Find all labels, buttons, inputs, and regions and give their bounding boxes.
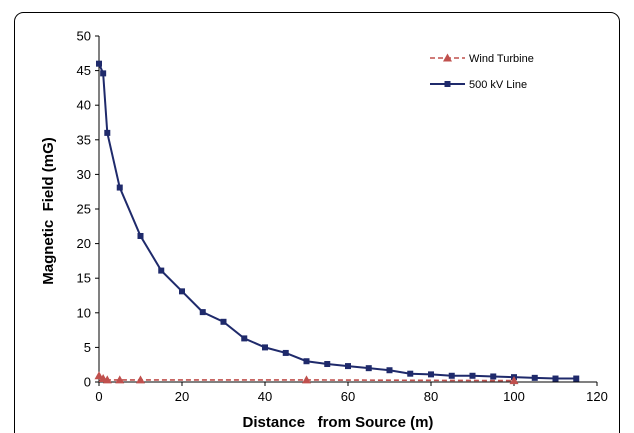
data-point-500-kv-line <box>241 335 248 342</box>
data-point-500-kv-line <box>324 361 331 368</box>
chart-frame <box>14 12 620 433</box>
data-point-500-kv-line <box>100 70 107 77</box>
data-point-500-kv-line <box>199 309 206 316</box>
data-point-500-kv-line <box>303 358 310 365</box>
data-point-wind-turbine <box>302 375 311 384</box>
data-point-500-kv-line <box>469 372 476 379</box>
y-tick-label: 35 <box>77 132 91 147</box>
data-point-wind-turbine <box>94 371 104 380</box>
data-point-500-kv-line <box>365 365 372 372</box>
legend-label: Wind Turbine <box>469 53 534 65</box>
y-tick-label: 10 <box>77 305 91 320</box>
x-tick-label: 100 <box>503 389 525 404</box>
y-tick-label: 50 <box>77 29 91 44</box>
y-tick-label: 40 <box>77 98 91 113</box>
data-point-wind-turbine <box>509 376 519 385</box>
x-tick-label: 0 <box>95 389 102 404</box>
data-point-500-kv-line <box>573 375 580 382</box>
legend-marker <box>443 53 452 62</box>
y-tick-label: 30 <box>77 167 91 182</box>
data-point-500-kv-line <box>96 60 102 67</box>
legend: Wind Turbine 500 kV Line <box>430 53 534 91</box>
data-point-500-kv-line <box>552 375 559 382</box>
data-point-500-kv-line <box>220 318 227 325</box>
data-point-500-kv-line <box>116 184 123 191</box>
x-tick-label: 80 <box>424 389 438 404</box>
data-point-500-kv-line <box>137 232 144 239</box>
data-point-500-kv-line <box>407 370 414 377</box>
legend-marker <box>444 81 451 87</box>
data-point-500-kv-line <box>448 372 455 379</box>
y-axis-title: Magnetic Field (mG) <box>40 137 57 285</box>
data-point-wind-turbine <box>102 375 112 384</box>
x-tick-label: 40 <box>258 389 272 404</box>
data-point-500-kv-line <box>531 374 538 381</box>
x-axis-title: Distance from Source (m) <box>243 414 434 431</box>
x-tick-label: 120 <box>586 389 608 404</box>
data-point-500-kv-line <box>490 373 497 380</box>
data-point-500-kv-line <box>282 349 289 356</box>
data-point-wind-turbine <box>115 375 125 384</box>
y-tick-label: 25 <box>77 202 91 217</box>
data-point-500-kv-line <box>428 371 434 378</box>
series-line-500-kv-line <box>98 63 577 380</box>
data-point-wind-turbine <box>136 375 145 384</box>
x-tick-label: 20 <box>175 389 189 404</box>
series-wind-turbine <box>94 371 519 385</box>
y-tick-label: 0 <box>84 375 91 390</box>
y-tick-label: 5 <box>84 340 91 355</box>
data-point-500-kv-line <box>179 288 185 295</box>
y-tick-label: 45 <box>77 63 91 78</box>
data-point-500-kv-line <box>345 363 351 370</box>
data-point-500-kv-line <box>386 367 393 374</box>
legend-item-wind-turbine: Wind Turbine <box>430 53 534 65</box>
y-tick-label: 15 <box>77 271 91 286</box>
data-point-500-kv-line <box>262 344 268 351</box>
series-500-kv-line <box>96 60 580 382</box>
legend-item-500-kv-line: 500 kV Line <box>430 79 527 91</box>
x-tick-label: 60 <box>341 389 355 404</box>
legend-label: 500 kV Line <box>469 79 527 91</box>
data-point-500-kv-line <box>104 129 111 136</box>
y-tick-label: 20 <box>77 236 91 251</box>
data-point-500-kv-line <box>158 267 165 274</box>
